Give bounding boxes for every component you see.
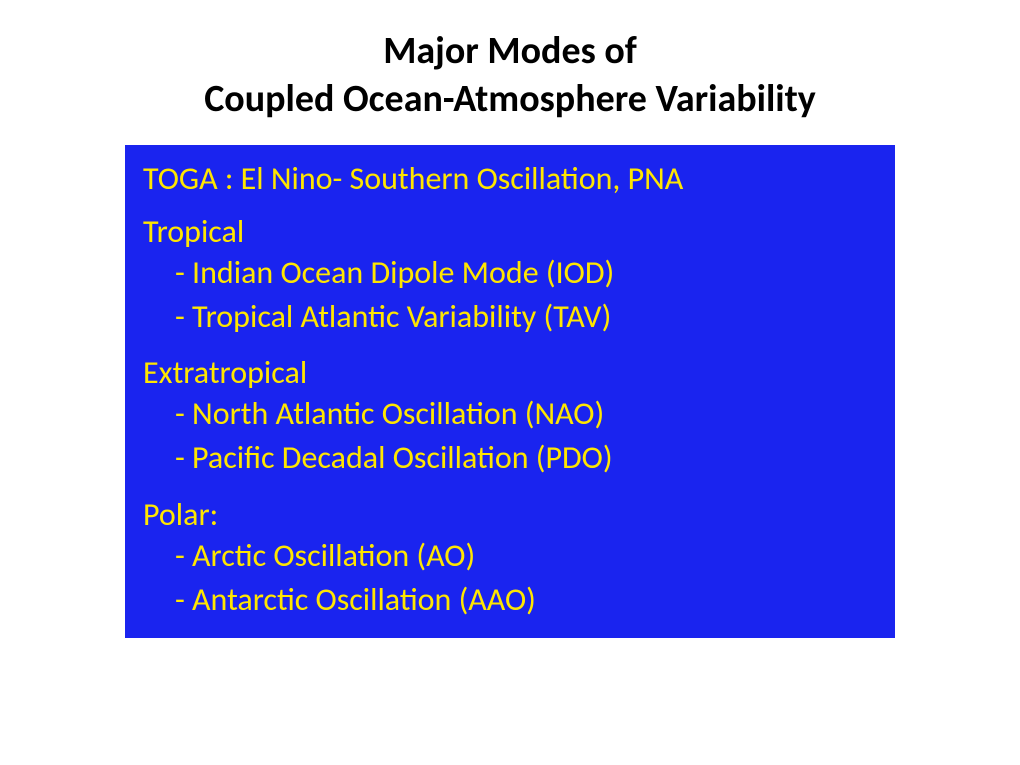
bullet-item: - Pacific Decadal Oscillation (PDO) (175, 436, 877, 480)
title-line-2: Coupled Ocean-Atmosphere Variability (0, 76, 1020, 124)
section-extratropical: Extratropical - North Atlantic Oscillati… (143, 353, 877, 480)
section-tropical: Tropical - Indian Ocean Dipole Mode (IOD… (143, 212, 877, 339)
bullet-item: - Antarctic Oscillation (AAO) (175, 578, 877, 622)
content-box: TOGA : El Nino- Southern Oscillation, PN… (125, 145, 895, 638)
lead-line: TOGA : El Nino- Southern Oscillation, PN… (143, 159, 877, 198)
section-polar: Polar: - Arctic Oscillation (AO) - Antar… (143, 495, 877, 622)
bullet-item: - Indian Ocean Dipole Mode (IOD) (175, 251, 877, 295)
bullet-item: - North Atlantic Oscillation (NAO) (175, 392, 877, 436)
slide-title: Major Modes of Coupled Ocean-Atmosphere … (0, 28, 1020, 123)
section-label: Polar: (143, 495, 877, 534)
bullet-item: - Tropical Atlantic Variability (TAV) (175, 295, 877, 339)
section-label: Tropical (143, 212, 877, 251)
bullet-item: - Arctic Oscillation (AO) (175, 534, 877, 578)
slide-container: Major Modes of Coupled Ocean-Atmosphere … (0, 0, 1020, 765)
section-label: Extratropical (143, 353, 877, 392)
title-line-1: Major Modes of (0, 28, 1020, 76)
